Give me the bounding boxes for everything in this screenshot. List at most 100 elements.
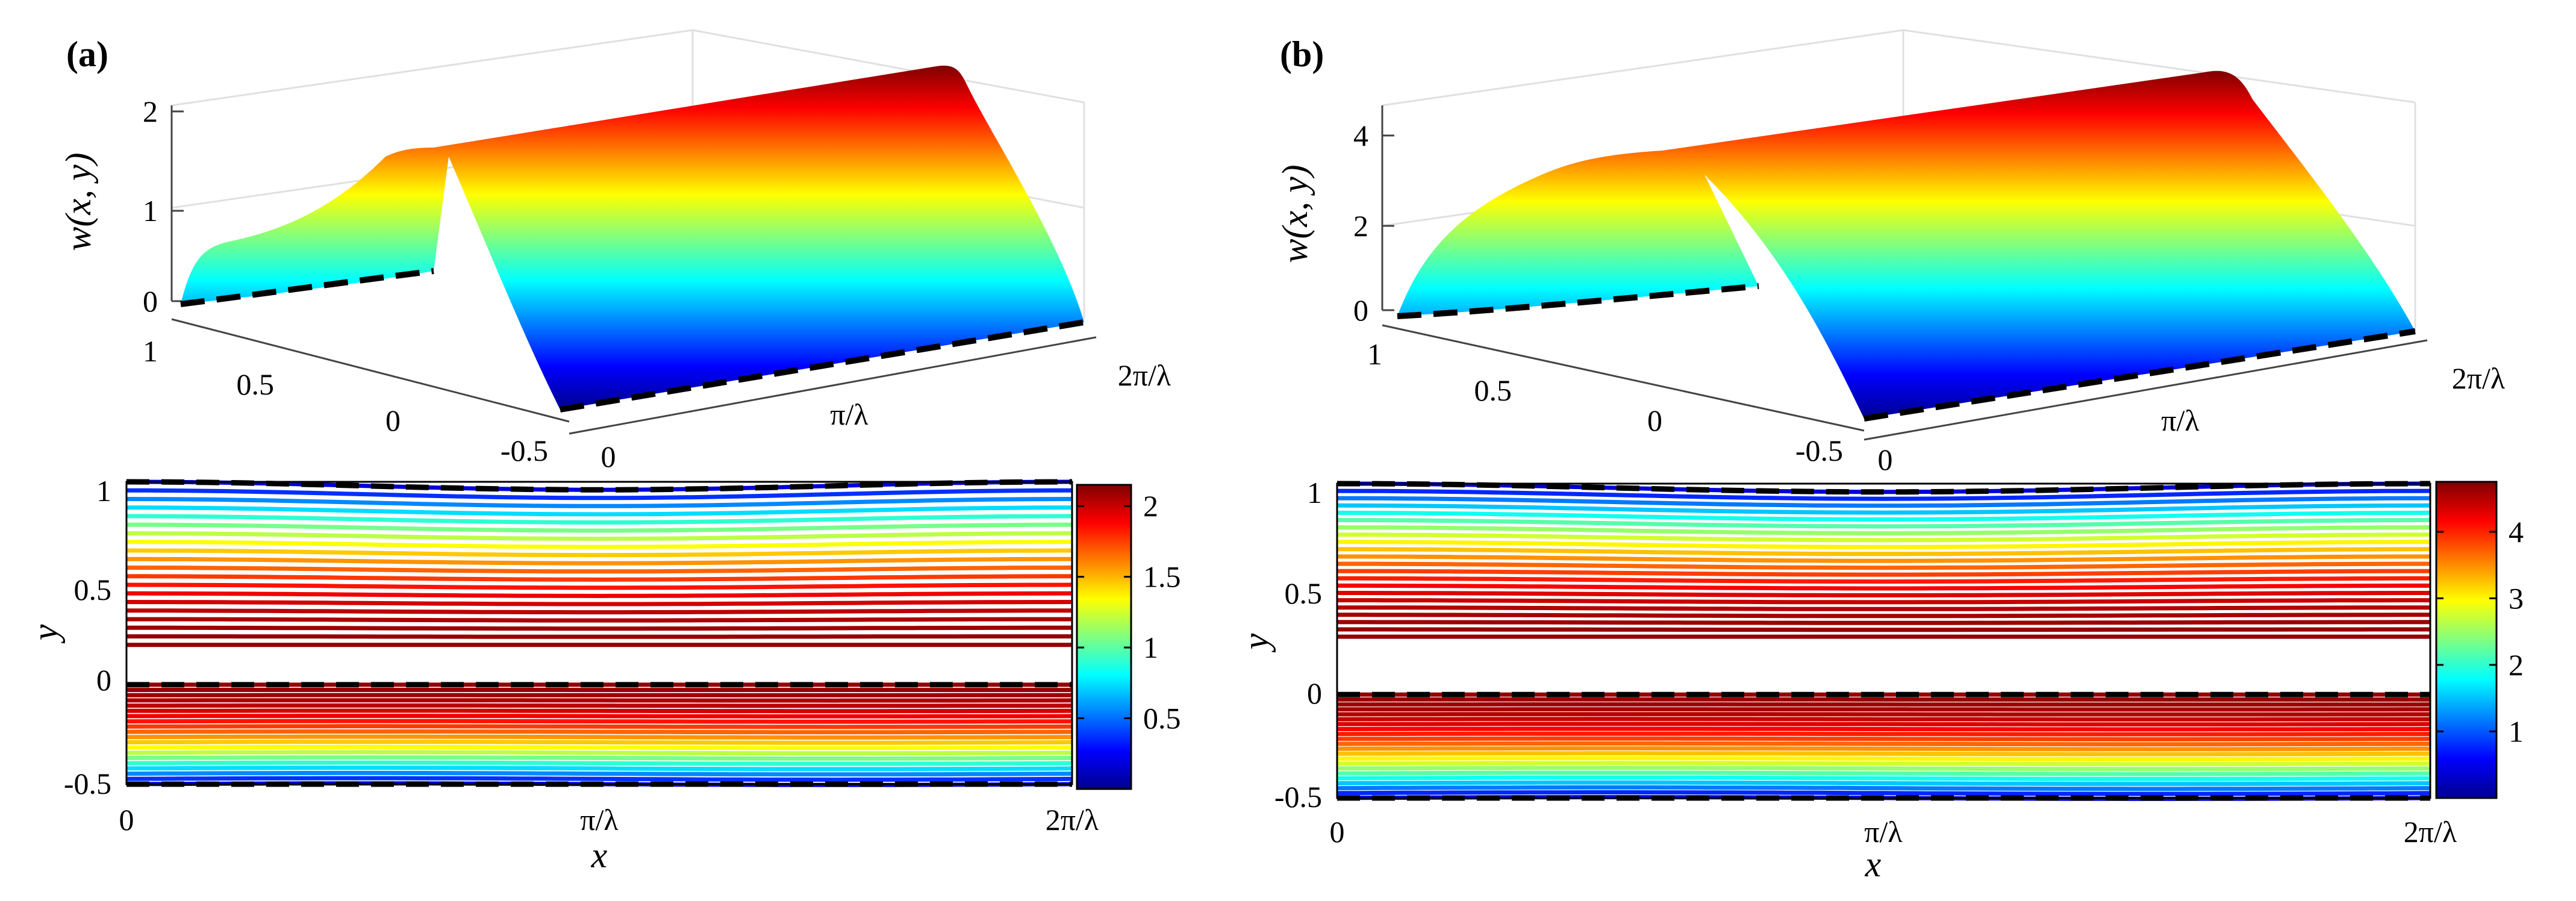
surface-a	[181, 66, 1084, 410]
contour-line-lower-12	[1336, 751, 2431, 756]
wall-outline-a	[180, 268, 1085, 413]
contour-y-tick-a-3: -0.5	[64, 767, 111, 800]
contour-line-upper-3	[126, 617, 1072, 623]
y-tick-a-3: -0.5	[501, 434, 548, 467]
x-tick-b-0: 0	[1878, 443, 1893, 476]
contour-line-lower-13	[126, 750, 1073, 756]
contour-line-upper-14	[1337, 532, 2430, 543]
contour-y-tick-a-1: 0.5	[74, 573, 112, 606]
surface-plot-a: (a) 0 1 2 w(x, y)	[58, 29, 1171, 473]
y-tick-a-1: 0.5	[237, 367, 275, 401]
y-tick-a-2: 0	[385, 404, 401, 437]
contour-line-lower-8	[126, 724, 1073, 729]
contour-line-lower-9	[1336, 736, 2431, 741]
colorbar-tick-a-1: 1	[1143, 631, 1158, 664]
z-label-b: w(x, y)	[1275, 164, 1315, 263]
y-label-b: y	[1236, 633, 1276, 653]
z-axis-b: 0 2 4 w(x, y)	[1275, 105, 1394, 327]
contour-line-upper-9	[1337, 569, 2430, 577]
x-label-a: x	[591, 835, 608, 875]
contour-line-lower-12	[126, 744, 1073, 750]
plot-frame-b	[1336, 482, 2431, 799]
contour-line-upper-13	[126, 531, 1073, 541]
contour-line-lower-15	[1336, 765, 2431, 772]
y-tick-b-0: 1	[1367, 337, 1382, 371]
plot-frame-a	[125, 481, 1073, 785]
y-tick-b-1: 0.5	[1474, 373, 1512, 407]
contour-line-upper-3	[1337, 613, 2430, 619]
contour-line-lower-10	[1336, 741, 2430, 747]
contour-line-upper-10	[1337, 561, 2430, 570]
contour-line-upper-17	[126, 497, 1073, 508]
contour-line-lower-4	[1337, 712, 2430, 717]
contour-line-upper-1	[1337, 627, 2430, 632]
colorbar-tick-a-0: 0.5	[1143, 702, 1181, 735]
colorbar-a: 0.5 1 1.5 2	[1076, 484, 1181, 790]
contour-y-tick-b-3: -0.5	[1274, 780, 1322, 814]
contour-line-upper-16	[126, 505, 1072, 517]
floor-axes-b	[1382, 324, 2428, 441]
contour-line-lower-18	[126, 776, 1073, 782]
x-axis-b: 0 π/λ 2π/λ x	[1330, 815, 2457, 884]
surface-b	[1397, 70, 2415, 419]
contour-line-upper-8	[1337, 576, 2430, 584]
colorbar-tick-b-0: 1	[2509, 715, 2524, 749]
contour-line-lower-4	[126, 703, 1073, 708]
wall-line-0	[1336, 481, 2431, 495]
contour-line-upper-8	[126, 574, 1072, 582]
surface-plot-b: (b) 0 2 4 w(x, y) 1	[1275, 29, 2505, 476]
contour-line-lower-7	[126, 719, 1073, 724]
x-label-b: x	[1865, 844, 1882, 884]
y-axis-a: 1 0.5 0 -0.5 y	[25, 474, 111, 800]
x-axis-a: 0 π/λ 2π/λ x	[119, 803, 1099, 875]
contour-line-upper-5	[1337, 598, 2430, 605]
y-tick-b-2: 0	[1647, 404, 1662, 437]
contour-plot-a: 1 0.5 0 -0.5 y 0 π/λ 2π/λ x 0.5 1 1.5 2	[25, 474, 1181, 875]
contour-line-lower-19	[1336, 785, 2431, 791]
z-label-a: w(x, y)	[58, 152, 98, 251]
colorbar-tick-b-1: 2	[2509, 648, 2524, 682]
y-axis-b: 1 0.5 0 -0.5 y	[1236, 476, 1322, 814]
colorbar-b: 1 2 3 4	[2435, 481, 2524, 799]
contour-line-lower-6	[1337, 722, 2431, 727]
contour-line-upper-20	[1336, 488, 2431, 501]
colorbar-gradient-a	[1076, 484, 1132, 790]
contour-line-upper-15	[1336, 525, 2431, 535]
contour-line-upper-4	[1337, 605, 2430, 611]
contour-line-upper-7	[1337, 583, 2430, 591]
contour-line-upper-12	[1337, 547, 2430, 556]
contour-line-lower-16	[126, 765, 1073, 772]
contour-line-lower-15	[126, 760, 1073, 766]
z-tick-b-1: 2	[1353, 209, 1368, 243]
contour-x-tick-a-1: π/λ	[580, 803, 618, 837]
contour-line-lower-14	[126, 755, 1073, 761]
contour-x-tick-b-1: π/λ	[1864, 815, 1902, 849]
z-tick-a-2: 2	[143, 95, 158, 128]
contour-y-tick-b-2: 0	[1307, 676, 1322, 710]
z-axis-a: 0 1 2 w(x, y)	[58, 95, 184, 318]
contour-line-upper-17	[1336, 510, 2431, 522]
contour-y-tick-b-0: 1	[1307, 476, 1322, 510]
contour-line-upper-5	[126, 600, 1073, 606]
z-tick-b-0: 0	[1353, 293, 1368, 327]
colorbar-tick-a-3: 2	[1143, 489, 1158, 523]
contour-line-upper-18	[126, 488, 1072, 500]
z-tick-a-0: 0	[143, 284, 158, 318]
contour-line-lower-16	[1336, 770, 2431, 776]
contour-line-lower-11	[1336, 746, 2431, 752]
colorbar-tick-b-2: 3	[2509, 581, 2524, 615]
contour-x-tick-a-0: 0	[119, 803, 134, 837]
contour-line-upper-2	[1337, 620, 2430, 625]
contour-y-tick-a-2: 0	[96, 663, 111, 697]
contour-y-tick-a-0: 1	[96, 474, 111, 508]
contour-line-upper-4	[126, 608, 1072, 615]
contour-x-tick-a-2: 2π/λ	[1046, 803, 1099, 837]
contour-line-lower-14	[1336, 761, 2431, 767]
x-tick-a-0: 0	[601, 440, 616, 473]
contour-line-lower-18	[1336, 780, 2431, 787]
contour-line-upper-15	[126, 514, 1073, 525]
floor-axes-a	[171, 318, 1097, 435]
contour-line-lower-3	[126, 698, 1073, 703]
x-tick-a-1: π/λ	[830, 398, 868, 431]
